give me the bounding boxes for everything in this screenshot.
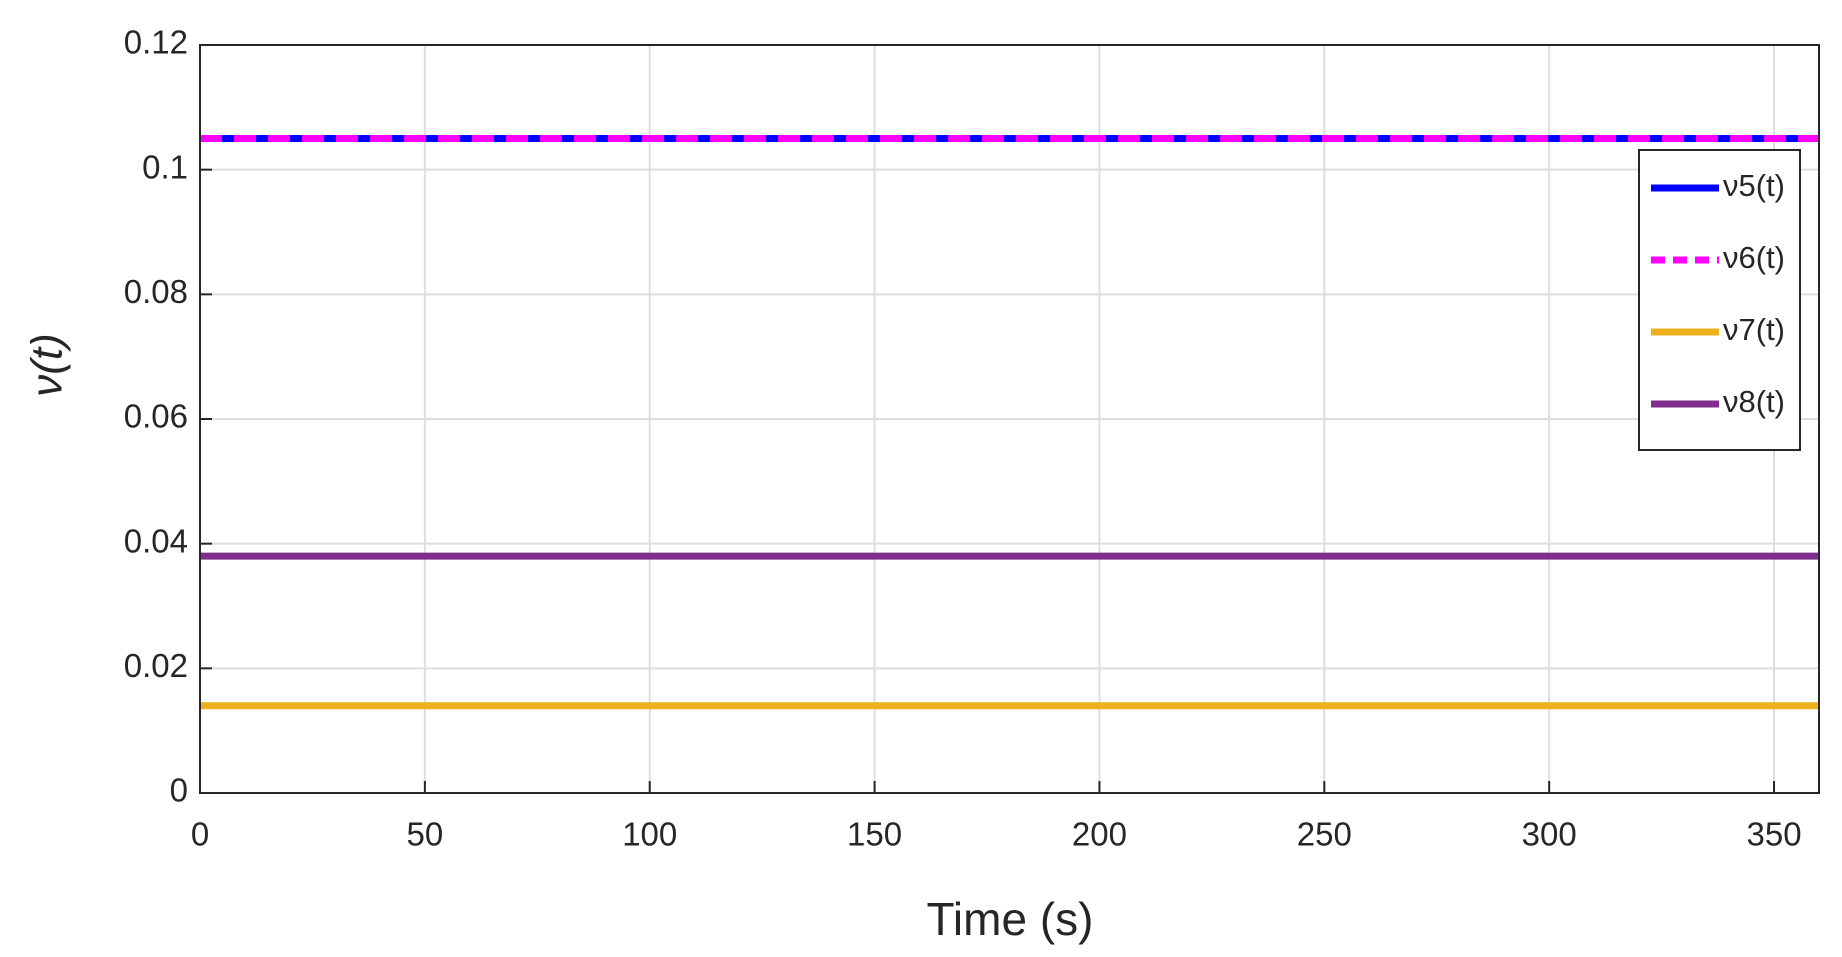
y-tick-label: 0.08 [124,273,188,310]
legend-label: ν7(t) [1723,312,1785,347]
y-tick-label: 0.02 [124,647,188,684]
legend-label: ν6(t) [1723,240,1785,275]
legend-box [1638,149,1801,451]
y-tick-label: 0.12 [124,24,188,61]
y-tick-label: 0.1 [142,148,188,185]
x-tick-label: 350 [1746,816,1801,853]
legend: ν5(t) ν6(t) ν7(t) ν8(t) [1638,149,1801,451]
x-tick-label: 150 [847,816,902,853]
x-tick-label: 300 [1522,816,1577,853]
x-tick-label: 250 [1297,816,1352,853]
legend-label: ν8(t) [1723,384,1785,419]
y-tick-label: 0.04 [124,522,188,559]
plot-frame [199,44,1820,794]
x-tick-label: 200 [1072,816,1127,853]
y-tick-label: 0 [170,772,188,809]
x-tick-label: 100 [622,816,677,853]
x-axis-label: Time (s) [927,893,1094,945]
y-tick-label: 0.06 [124,398,188,435]
x-tick-label: 0 [191,816,209,853]
x-tick-label: 50 [407,816,444,853]
legend-label: ν5(t) [1723,168,1785,203]
y-axis-label: ν(t) [23,333,72,397]
